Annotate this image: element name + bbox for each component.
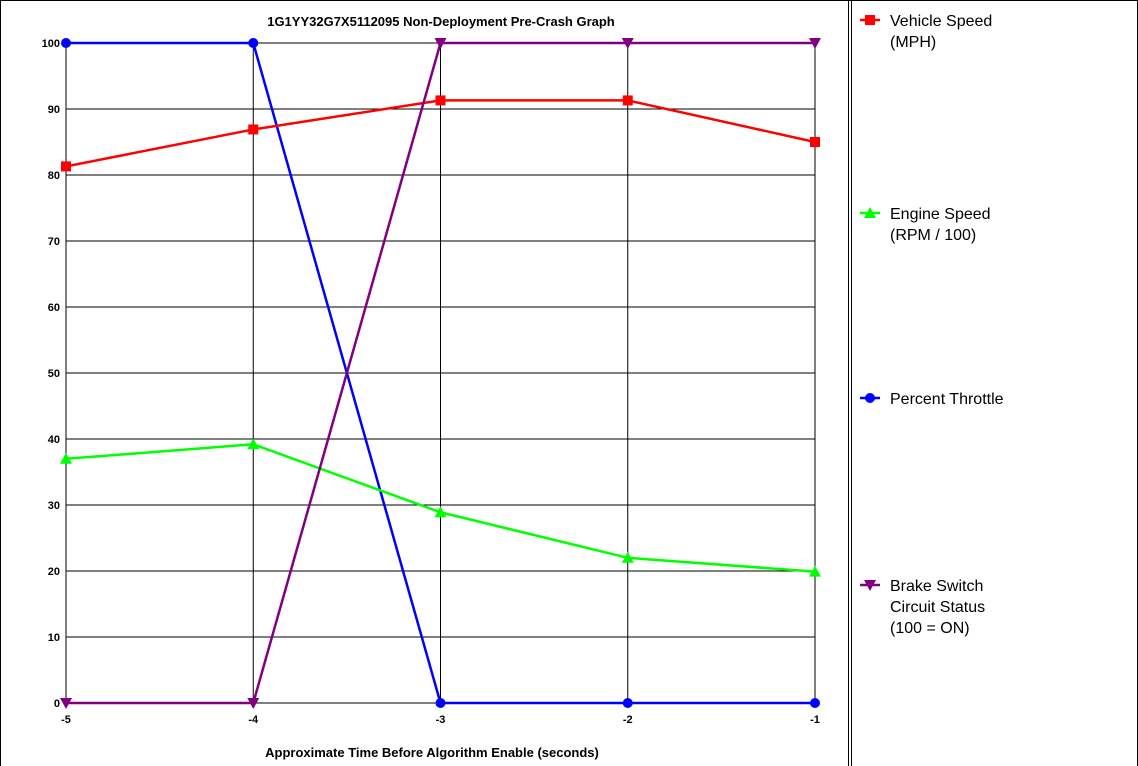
y-tick-label: 40 (48, 434, 60, 446)
legend-label: Vehicle Speed (890, 13, 992, 30)
legend-label: (MPH) (890, 34, 936, 51)
data-point-s3-0 (60, 698, 72, 709)
y-tick-labels: 0 10 20 30 40 50 60 70 80 90 100 (42, 38, 60, 710)
data-point-s2-0 (61, 38, 71, 48)
y-tick-label: 70 (48, 236, 60, 248)
y-tick-label: 0 (54, 698, 60, 710)
legend-label: Engine Speed (890, 206, 991, 223)
legend-marker-1 (864, 207, 876, 218)
data-point-s1-2 (434, 506, 447, 518)
x-tick-labels: -5 -4 -3 -2 -1 (61, 714, 820, 726)
data-point-s1-0 (60, 452, 72, 464)
data-point-s2-2 (435, 698, 446, 708)
y-tick-label: 30 (48, 500, 60, 512)
x-axis-label: Approximate Time Before Algorithm Enable… (265, 745, 599, 760)
x-tick-label: -1 (810, 714, 820, 726)
series-group (60, 38, 821, 709)
data-point-s3-3 (621, 38, 634, 49)
data-point-s3-1 (247, 698, 260, 709)
data-point-s3-4 (809, 38, 821, 49)
legend-marker-2 (865, 393, 875, 403)
data-point-s1-3 (621, 551, 634, 563)
legend-label: Percent Throttle (890, 391, 1004, 408)
data-point-s0-0 (61, 161, 71, 172)
y-tick-label: 80 (48, 170, 60, 182)
data-point-s0-2 (435, 95, 446, 106)
y-tick-label: 20 (48, 566, 60, 578)
data-point-s3-2 (434, 38, 447, 49)
legend-marker-3 (864, 580, 876, 591)
legend-label: Brake Switch (890, 578, 983, 595)
legend: Vehicle Speed (MPH) Engine Speed (RPM / 100… (860, 13, 1004, 637)
y-tick-label: 90 (48, 104, 60, 116)
y-tick-label: 100 (42, 38, 60, 50)
legend-label: (100 = ON) (890, 620, 970, 637)
x-tick-label: -5 (61, 714, 71, 726)
data-point-s1-4 (809, 565, 821, 577)
legend-marker-0 (865, 15, 875, 25)
data-point-s2-3 (622, 698, 633, 708)
x-tick-label: -4 (248, 714, 259, 726)
y-tick-label: 60 (48, 302, 60, 314)
chart-title: 1G1YY32G7X5112095 Non-Deployment Pre-Cra… (267, 14, 615, 29)
data-point-s0-1 (248, 124, 259, 135)
data-point-s0-4 (810, 137, 820, 147)
y-tick-label: 50 (48, 368, 60, 380)
x-tick-label: -3 (436, 714, 446, 726)
legend-label: Circuit Status (890, 599, 985, 616)
data-point-s0-3 (622, 95, 633, 106)
y-tick-label: 10 (48, 632, 60, 644)
data-point-s1-1 (247, 438, 260, 450)
x-tick-label: -2 (623, 714, 633, 726)
data-point-s2-1 (248, 38, 259, 48)
data-point-s2-4 (810, 698, 820, 708)
legend-label: (RPM / 100) (890, 227, 976, 244)
